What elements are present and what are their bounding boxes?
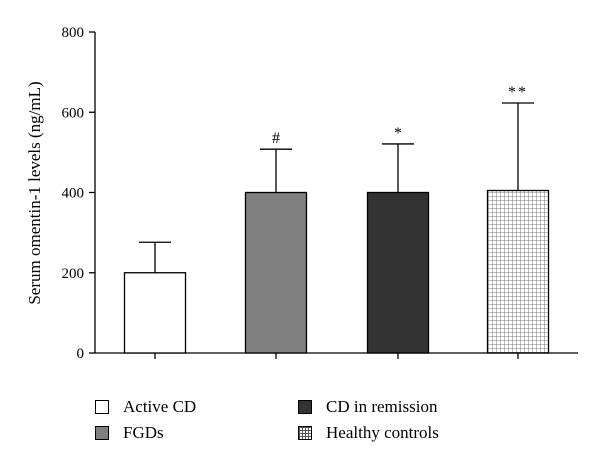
legend-swatch-active-cd <box>95 400 109 414</box>
bar-cd-in-remission <box>366 191 430 354</box>
y-tick-label: 200 <box>62 266 85 282</box>
y-tick-label: 0 <box>77 346 85 362</box>
significance-mark: ** <box>508 84 528 101</box>
y-axis-label: Serum omentin-1 levels (ng/mL) <box>25 81 44 304</box>
legend-label: Healthy controls <box>326 423 439 442</box>
legend-swatch-healthy-controls <box>298 426 312 440</box>
bars: # *** <box>123 84 550 354</box>
bar-active-cd <box>123 272 187 354</box>
legend-item-fgds: FGDs <box>95 423 164 443</box>
bar-fgds <box>244 191 308 354</box>
legend-item-healthy-controls: Healthy controls <box>298 423 439 443</box>
legend-label: Active CD <box>123 397 197 416</box>
y-tick-label: 400 <box>62 186 85 202</box>
bar-healthy-controls <box>486 189 550 354</box>
legend-label: CD in remission <box>326 397 438 416</box>
significance-mark: * <box>394 125 402 142</box>
legend-swatch-fgds <box>95 426 109 440</box>
y-tick-label: 600 <box>62 105 85 121</box>
legend-item-cd-in-remission: CD in remission <box>298 397 437 417</box>
legend-item-active-cd: Active CD <box>95 397 196 417</box>
legend-swatch-cd-in-remission <box>298 400 312 414</box>
legend-label: FGDs <box>123 423 164 442</box>
significance-mark: # <box>272 130 280 147</box>
y-tick-label: 800 <box>62 25 85 41</box>
